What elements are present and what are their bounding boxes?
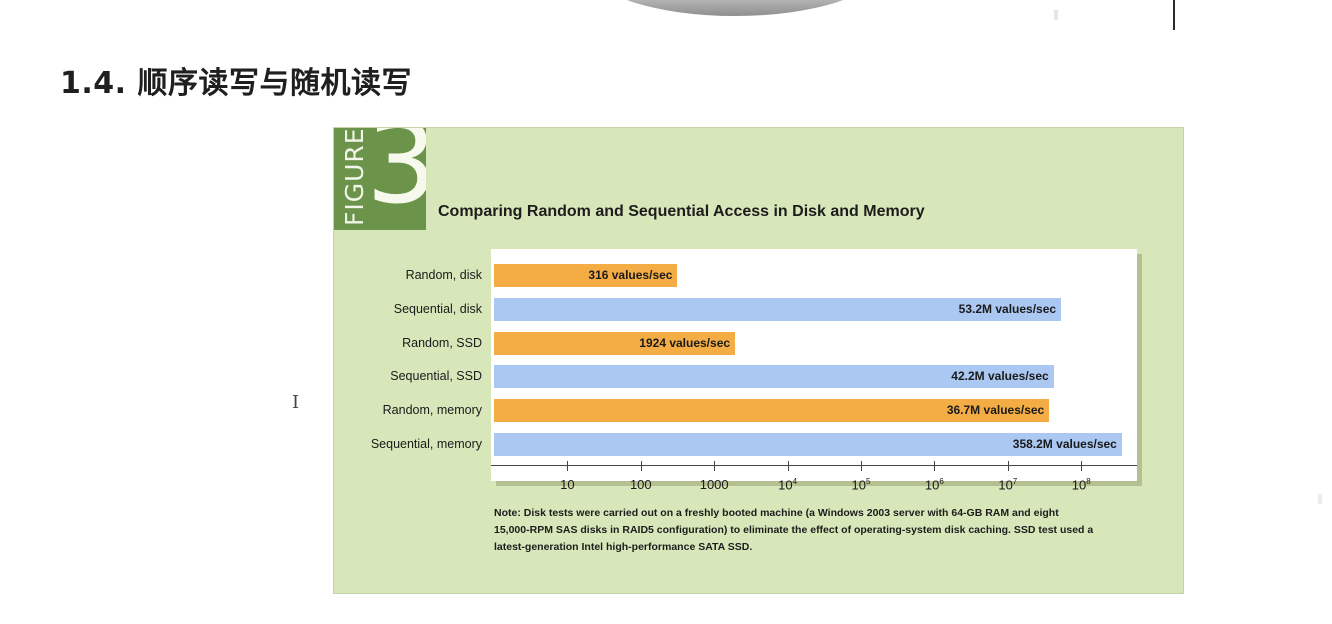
speck [1318, 494, 1322, 504]
x-tick-label: 1000 [700, 477, 729, 492]
x-tick-label: 10 [560, 477, 574, 492]
x-tick-label-base: 10 [560, 477, 575, 492]
figure-note: Note: Disk tests were carried out on a f… [494, 507, 1094, 553]
category-label: Random, SSD [402, 335, 482, 350]
x-tick-label: 106 [925, 477, 944, 492]
x-tick-label-exponent: 6 [939, 477, 944, 486]
x-axis-tick [640, 461, 642, 471]
x-axis-line [491, 465, 1137, 466]
slide-divider [1173, 0, 1175, 30]
x-tick-label: 108 [1072, 477, 1091, 492]
x-tick-label-base: 1000 [699, 477, 729, 492]
x-tick-label-base: 10 [778, 477, 793, 493]
bar-value-label: 1924 values/sec [639, 335, 731, 350]
speck [1054, 10, 1058, 20]
text-cursor-icon: I [292, 392, 300, 413]
x-tick-label-base: 100 [629, 477, 652, 492]
x-tick-label-base: 10 [851, 477, 867, 493]
x-tick-label-base: 10 [998, 477, 1013, 493]
bar-value-label: 53.2M values/sec [958, 301, 1057, 316]
bar-value-label: 358.2M values/sec [1012, 437, 1117, 451]
bar-value-label: 42.2M values/sec [951, 369, 1049, 384]
category-label: Sequential, memory [370, 437, 482, 451]
bar: 53.2M values/sec [494, 297, 1062, 321]
x-tick-label: 100 [630, 477, 652, 492]
bar: 316 values/sec [494, 264, 678, 287]
figure-badge-word: FIGURE [340, 128, 369, 226]
x-tick-label-exponent: 4 [792, 477, 798, 486]
figure-panel: FIGURE 3 Comparing Random and Sequential… [333, 127, 1184, 594]
x-tick-label: 105 [852, 477, 871, 492]
bar: 358.2M values/sec [494, 433, 1122, 456]
x-tick-label-exponent: 7 [1012, 477, 1018, 486]
bar: 36.7M values/sec [494, 399, 1050, 423]
x-tick-label-exponent: 8 [1086, 477, 1091, 486]
bar: 1924 values/sec [494, 331, 736, 355]
chart-title: Comparing Random and Sequential Access i… [438, 203, 925, 220]
x-tick-label: 107 [998, 477, 1017, 492]
x-axis-tick [714, 461, 716, 471]
category-label: Sequential, SSD [390, 369, 482, 384]
disk-image-fragment [590, 0, 880, 16]
category-label: Random, memory [382, 403, 482, 418]
x-axis-tick [861, 461, 862, 471]
figure-badge-number: 3 [366, 128, 426, 229]
figure-badge: FIGURE 3 [334, 128, 426, 230]
x-axis-tick [1007, 461, 1009, 471]
bar-value-label: 36.7M values/sec [946, 403, 1045, 418]
section-title: 1.4. 顺序读写与随机读写 [60, 66, 412, 101]
x-axis-tick [787, 461, 789, 471]
bar-value-label: 316 values/sec [588, 268, 673, 282]
x-axis-tick [1081, 461, 1083, 471]
x-tick-label-exponent: 5 [866, 477, 871, 486]
category-label: Sequential, disk [393, 301, 482, 316]
category-label: Random, disk [405, 268, 482, 282]
x-axis-tick [934, 461, 936, 471]
bar: 42.2M values/sec [494, 365, 1054, 389]
x-tick-label-base: 10 [1071, 477, 1087, 493]
x-tick-label: 104 [778, 477, 797, 492]
x-axis-tick [567, 461, 569, 471]
x-tick-label-base: 10 [924, 477, 940, 493]
